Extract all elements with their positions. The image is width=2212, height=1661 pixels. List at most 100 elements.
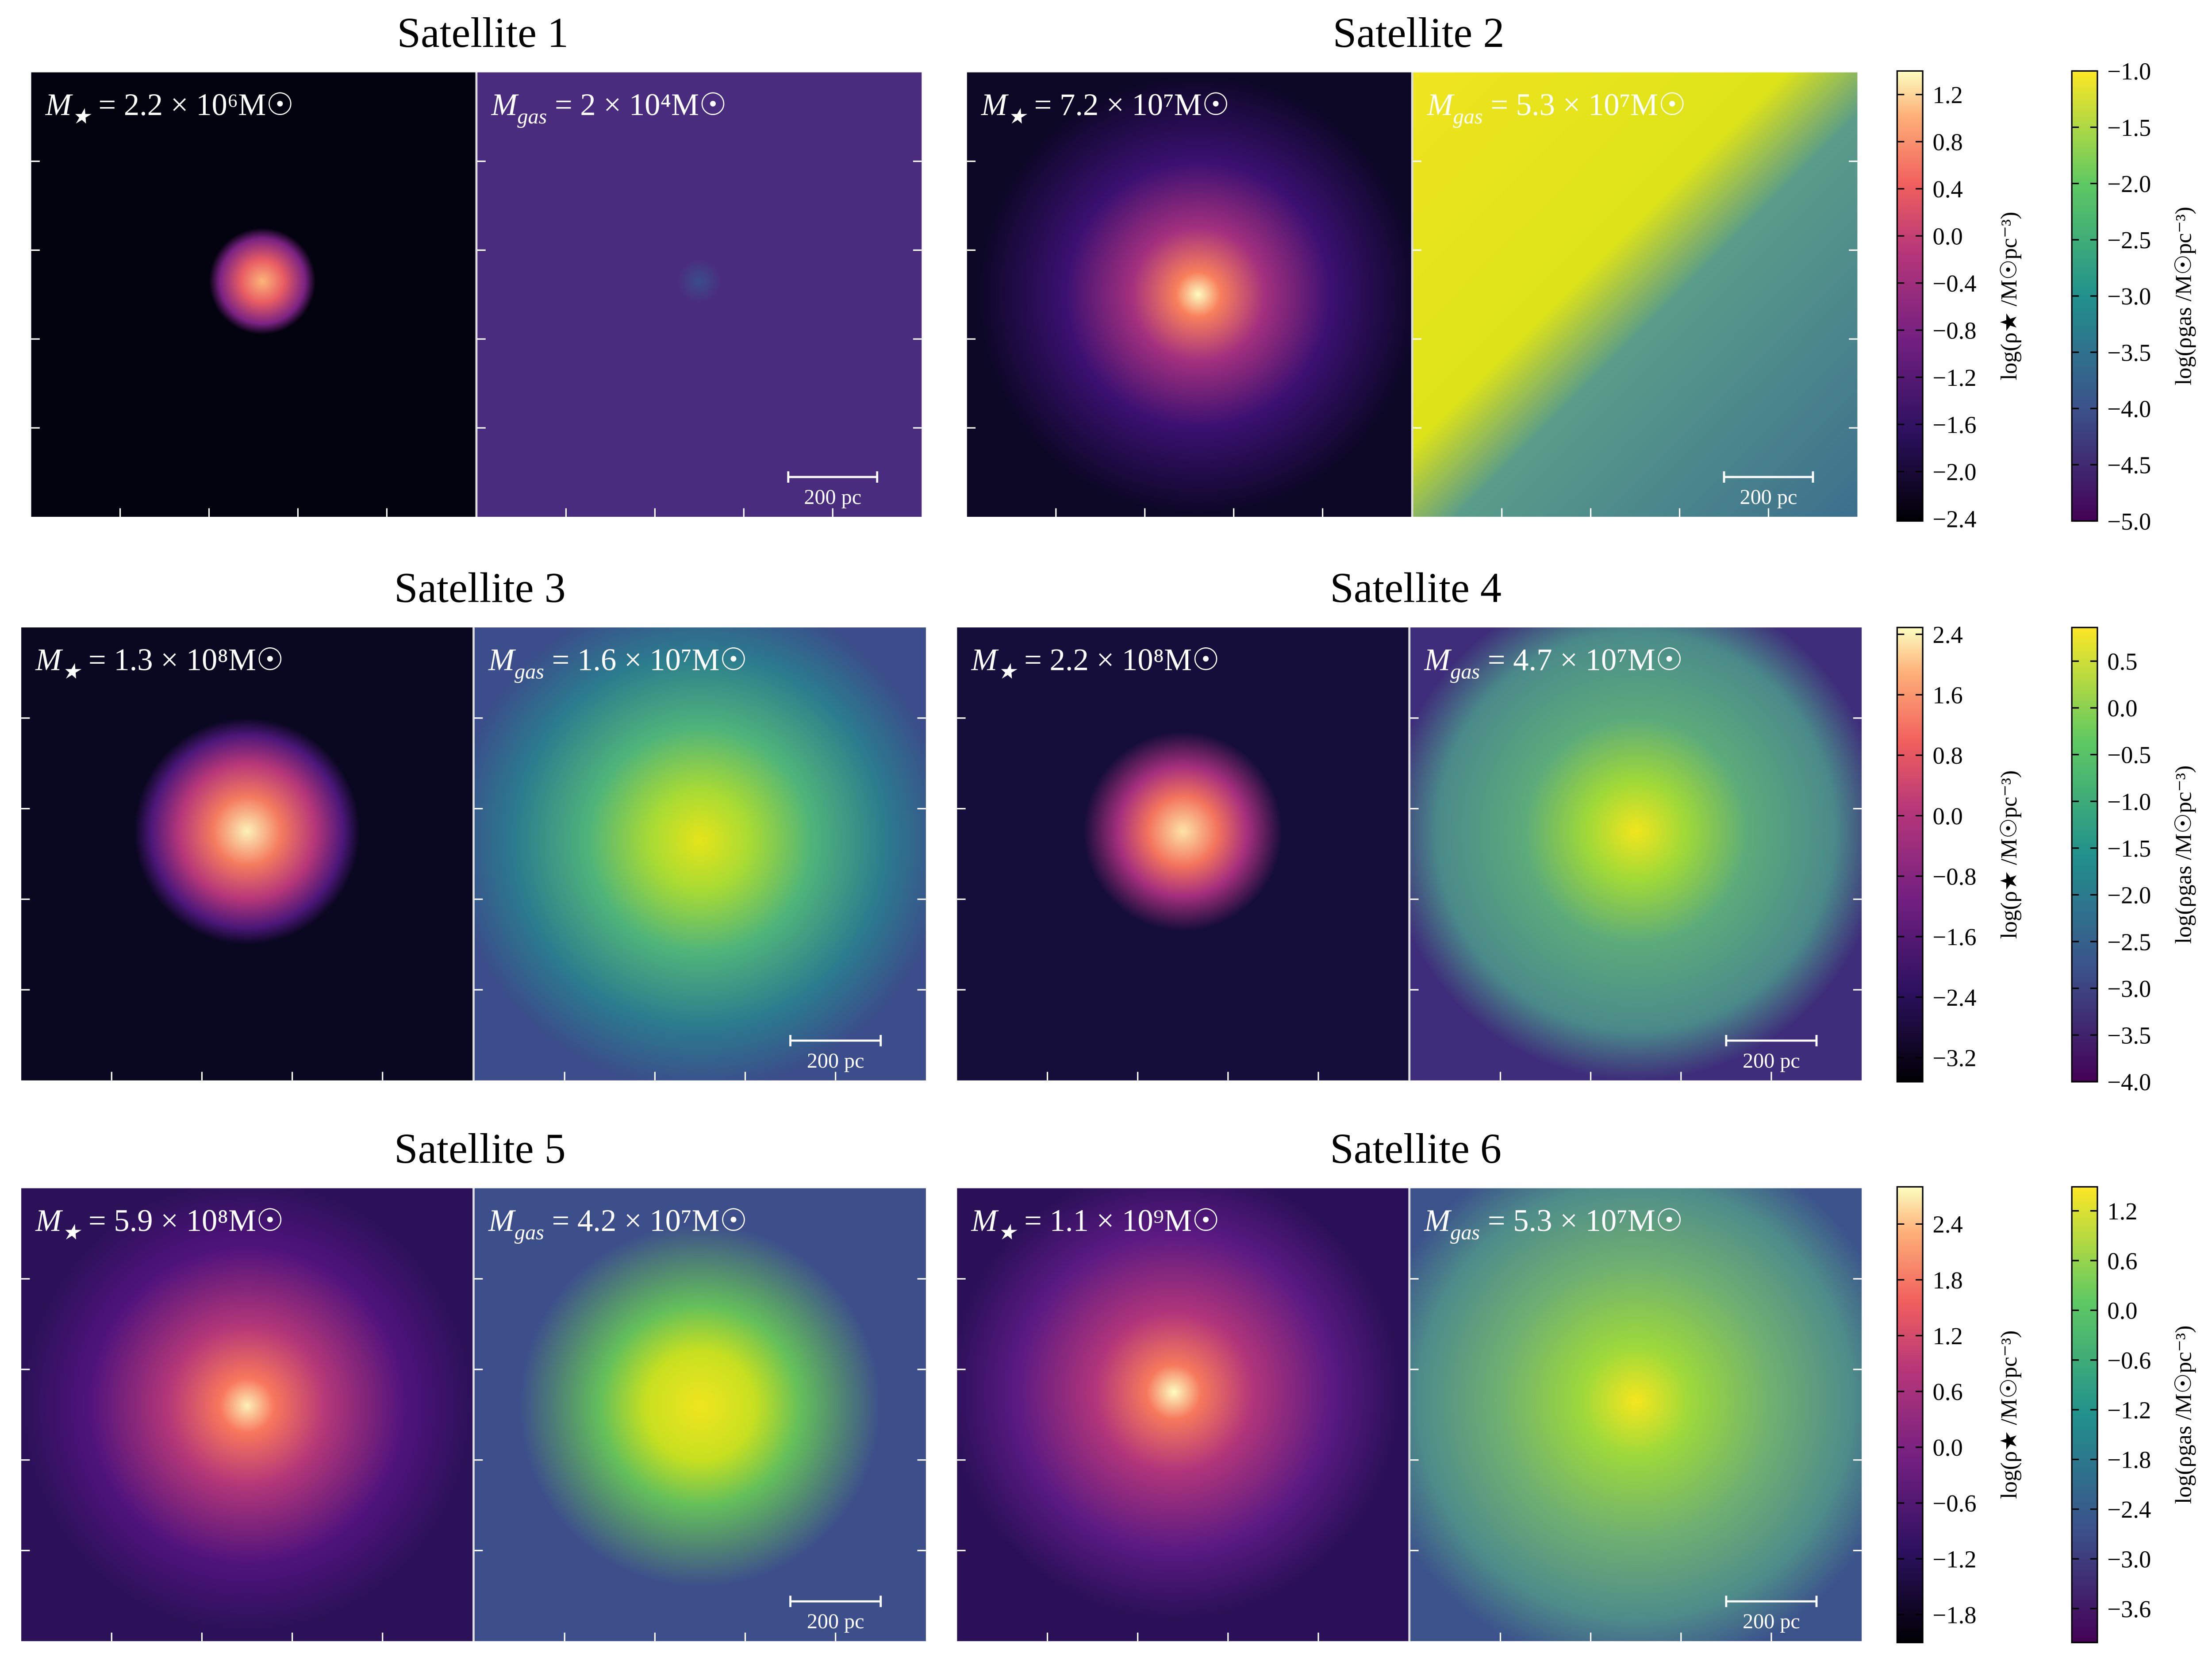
colorbar (2071, 627, 2098, 1083)
colorbar-tick-label: 0.0 (1933, 803, 1963, 830)
scale-bar (1725, 1035, 1818, 1046)
mass-symbol: M (35, 1203, 63, 1238)
colorbar-tick-label: −1.6 (1933, 411, 1977, 438)
mass-value: = 5.9 × 10⁸M☉ (81, 1203, 284, 1238)
colorbar-tick-label: −3.6 (2107, 1596, 2151, 1623)
colorbar-tick-label: −1.0 (2107, 788, 2151, 815)
mass-label: Mgas = 5.3 × 10⁷M☉ (1427, 88, 1686, 128)
colorbar-tick-label: −4.5 (2107, 452, 2151, 479)
scale-bar-label: 200 pc (1740, 485, 1797, 509)
colorbar-tick-label: −3.0 (2107, 975, 2151, 1002)
colorbar-label: log(ρgas /M☉pc⁻³) (2171, 1326, 2197, 1504)
mass-value: = 1.6 × 10⁷M☉ (544, 642, 748, 677)
mass-label: Mgas = 5.3 × 10⁷M☉ (1424, 1203, 1683, 1244)
scale-bar-label: 200 pc (807, 1049, 864, 1073)
colorbar-tick-label: −1.6 (1933, 923, 1977, 950)
mass-subscript: ★ (997, 1221, 1018, 1244)
colorbar-tick-label: −2.4 (1933, 984, 1977, 1011)
stellar-map (967, 72, 1412, 517)
panel-title: Satellite 4 (1330, 564, 1502, 611)
colorbar-tick-label: −3.0 (2107, 1546, 2151, 1573)
mass-label: M★ = 5.9 × 10⁸M☉ (35, 1203, 284, 1244)
colorbar (2071, 1186, 2098, 1643)
colorbar-tick-label: −0.6 (1933, 1490, 1977, 1517)
colorbar-tick-label: 0.8 (1933, 742, 1963, 769)
colorbar-tick-label: −2.5 (2107, 227, 2151, 254)
mass-value: = 2.2 × 10⁸M☉ (1017, 642, 1220, 677)
mass-subscript: ★ (61, 1221, 82, 1244)
mass-subscript: ★ (1007, 105, 1028, 128)
colorbar-tick-label: −1.0 (2107, 58, 2151, 85)
colorbar-tick-label: 1.2 (1933, 1323, 1963, 1350)
colorbar-tick-label: 1.2 (1933, 81, 1963, 108)
mass-symbol: M (45, 88, 73, 122)
gas-map (477, 72, 922, 517)
colorbar-tick-label: 0.0 (1933, 1434, 1963, 1461)
gas-map (1410, 1188, 1862, 1642)
scale-bar (1725, 1596, 1818, 1607)
colorbar-label: log(ρ★ /M☉pc⁻³) (1997, 211, 2022, 380)
colorbar-tick-label: 0.0 (2107, 1297, 2137, 1324)
colorbar (1896, 70, 1924, 522)
colorbar-tick-label: −3.2 (1933, 1045, 1977, 1072)
colorbar-tick-label: −0.8 (1933, 317, 1977, 344)
stellar-map (957, 627, 1409, 1080)
mass-symbol: M (1427, 88, 1455, 122)
mass-symbol: M (35, 642, 63, 677)
colorbar-label: log(ρgas /M☉pc⁻³) (2171, 765, 2197, 944)
stellar-map (31, 72, 476, 517)
colorbar-tick-label: −3.5 (2107, 1022, 2151, 1049)
colorbar-tick-label: 2.4 (1933, 621, 1963, 648)
mass-label: M★ = 2.2 × 10⁸M☉ (971, 642, 1220, 683)
mass-subscript: gas (1450, 660, 1480, 684)
colorbar-tick-label: −4.0 (2107, 396, 2151, 423)
gas-map (1413, 72, 1858, 517)
scale-bar (1723, 471, 1814, 483)
mass-subscript: gas (1453, 105, 1483, 128)
colorbar-tick-label: 0.6 (1933, 1378, 1963, 1405)
mass-label: M★ = 2.2 × 10⁶M☉ (45, 88, 294, 128)
colorbar-tick-label: −2.0 (2107, 882, 2151, 909)
colorbar-tick-label: 1.2 (2107, 1198, 2137, 1225)
panel-title: Satellite 5 (394, 1125, 566, 1172)
colorbar-tick-label: −2.4 (2107, 1496, 2151, 1523)
colorbar-tick-label: 0.4 (1933, 176, 1963, 203)
mass-label: Mgas = 1.6 × 10⁷M☉ (488, 642, 748, 683)
colorbar-tick-label: −1.5 (2107, 835, 2151, 862)
scale-bar-label: 200 pc (1743, 1049, 1800, 1073)
mass-subscript: gas (517, 105, 547, 128)
mass-value: = 1.1 × 10⁹M☉ (1017, 1203, 1220, 1238)
mass-value: = 4.2 × 10⁷M☉ (544, 1203, 748, 1238)
stellar-map (21, 627, 473, 1080)
mass-symbol: M (488, 642, 516, 677)
mass-value: = 5.3 × 10⁷M☉ (1480, 1203, 1683, 1238)
mass-value: = 7.2 × 10⁷M☉ (1026, 88, 1230, 122)
colorbar-tick-label: −4.0 (2107, 1069, 2151, 1096)
panel-title: Satellite 3 (394, 564, 566, 611)
colorbar-tick-label: 0.5 (2107, 648, 2137, 675)
mass-label: Mgas = 4.7 × 10⁷M☉ (1424, 642, 1683, 683)
colorbar-tick-label: −2.4 (1933, 505, 1977, 532)
mass-value: = 2.2 × 10⁶M☉ (91, 88, 294, 122)
colorbar-tick-label: 0.6 (2107, 1247, 2137, 1274)
colorbar-tick-label: −0.5 (2107, 742, 2151, 769)
panel-title: Satellite 1 (397, 9, 568, 56)
mass-value: = 5.3 × 10⁷M☉ (1483, 88, 1686, 122)
mass-symbol: M (491, 88, 519, 122)
mass-value: = 1.3 × 10⁸M☉ (81, 642, 284, 677)
mass-label: M★ = 1.3 × 10⁸M☉ (35, 642, 284, 683)
mass-label: M★ = 1.1 × 10⁹M☉ (971, 1203, 1220, 1244)
mass-value: = 4.7 × 10⁷M☉ (1480, 642, 1683, 677)
mass-subscript: ★ (72, 105, 92, 128)
scale-bar (789, 1035, 882, 1046)
colorbar-tick-label: 1.6 (1933, 681, 1963, 708)
colorbar-tick-label: −0.6 (2107, 1347, 2151, 1374)
colorbar-tick-label: −1.8 (2107, 1446, 2151, 1473)
gas-map (474, 1188, 926, 1642)
colorbar-label: log(ρ★ /M☉pc⁻³) (1997, 770, 2022, 939)
colorbar-tick-label: −2.0 (1933, 458, 1977, 485)
stellar-map (957, 1188, 1409, 1642)
mass-symbol: M (1424, 642, 1452, 677)
